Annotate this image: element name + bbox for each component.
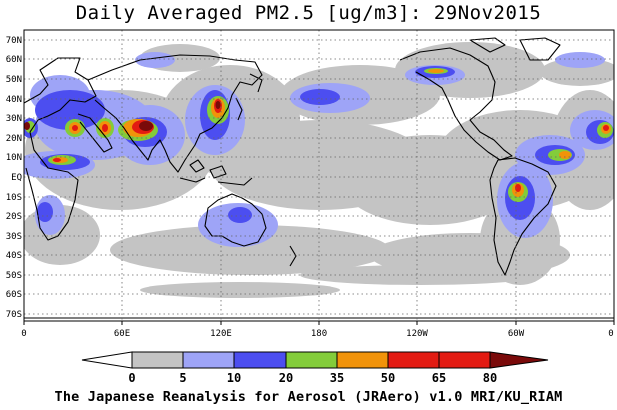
plot-title: Daily Averaged PM2.5 [ug/m3]: 29Nov2015 [75,2,542,24]
colorbar-label: 65 [432,371,446,385]
lon-label: 60E [114,329,130,339]
lon-label: 120E [210,329,232,339]
lat-label: 20S [6,212,22,222]
map-grid [24,30,614,321]
colorbar-segment [131,351,184,369]
lat-label: 40N [6,95,22,105]
lat-label: 10N [6,153,22,163]
colorbar-segment [285,351,338,369]
colorbar-high-arrow [489,351,549,369]
colorbar-label: 5 [179,371,186,385]
colorbar-label: 20 [279,371,293,385]
colorbar-segment [438,351,491,369]
colorbar-segment [182,351,235,369]
lon-label: 180 [311,329,327,339]
colorbar-labels: 0 5 10 20 35 50 65 80 [128,371,497,385]
lon-label: 60W [508,329,525,339]
pm25-field [24,30,614,321]
lon-label: 120W [406,329,428,339]
longitude-labels: 0 60E 120E 180 120W 60W 0 [21,329,613,339]
colorbar-segment [387,351,440,369]
level-65-80-areas [53,99,609,192]
lat-label: 60S [6,290,22,300]
lat-label: 60N [6,55,22,65]
lat-label: 20N [6,134,22,144]
lat-label: 40S [6,251,22,261]
colorbar-label: 10 [227,371,241,385]
lat-label: 70S [6,310,22,320]
lat-label: 30N [6,114,22,124]
colorbar-label: 50 [381,371,395,385]
lat-label: 50N [6,75,22,85]
longitude-ticks [23,321,615,325]
lat-label: EQ [11,173,22,183]
level-80-plus-areas [24,101,221,131]
colorbar [81,351,549,369]
lon-label: 0 [21,329,26,339]
lat-label: 50S [6,271,22,281]
lat-label: 10S [6,193,22,203]
credit-line: The Japanese Reanalysis for Aerosol (JRA… [54,389,563,405]
latitude-labels: 70N 60N 50N 40N 30N 20N 10N EQ 10S 20S 3… [6,36,22,320]
colorbar-segment [233,351,287,369]
lat-label: 30S [6,232,22,242]
colorbar-low-arrow [81,351,133,369]
colorbar-segment [336,351,389,369]
colorbar-label: 35 [330,371,344,385]
colorbar-label: 0 [128,371,135,385]
lat-label: 70N [6,36,22,46]
lon-label: 0 [608,329,613,339]
colorbar-label: 80 [483,371,497,385]
